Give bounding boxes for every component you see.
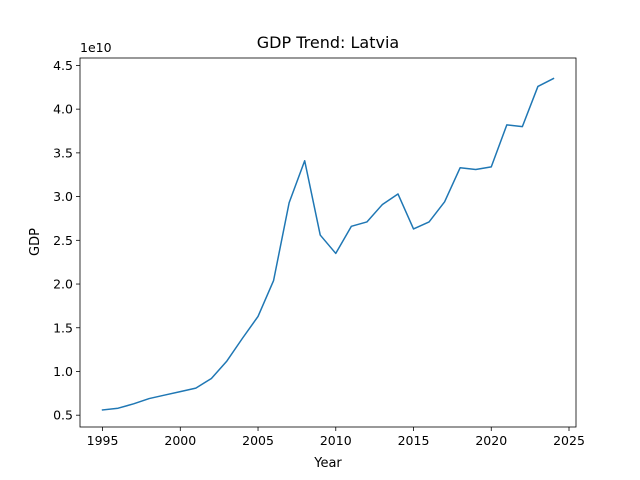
y-tick-label: 0.5	[53, 408, 73, 423]
y-tick-label: 1.0	[53, 364, 73, 379]
axes-frame	[79, 57, 577, 428]
y-axis-offset-label: 1e10	[80, 40, 112, 55]
x-tick-label: 2015	[398, 433, 430, 448]
y-axis: 0.5 1.0 1.5 2.0 2.5 3.0 3.5 4.0 4.5	[53, 58, 80, 423]
x-tick-label: 2020	[475, 433, 507, 448]
y-tick-label: 2.0	[53, 277, 73, 292]
x-tick-label: 2005	[242, 433, 274, 448]
plot-area	[79, 57, 577, 428]
x-tick-label: 1995	[87, 433, 119, 448]
y-tick-label: 2.5	[53, 233, 73, 248]
y-tick-label: 3.5	[53, 145, 73, 160]
series-line	[101, 77, 555, 411]
x-axis-label: Year	[313, 456, 342, 471]
y-tick-label: 3.0	[53, 189, 73, 204]
chart-title: GDP Trend: Latvia	[257, 33, 399, 52]
x-tick-label: 2000	[164, 433, 196, 448]
y-tick-label: 1.5	[53, 320, 73, 335]
x-axis: 1995 2000 2005 2010 2015 2020 2025	[87, 427, 585, 448]
y-tick-label: 4.0	[53, 102, 73, 117]
y-tick-label: 4.5	[53, 58, 73, 73]
x-tick-label: 2025	[553, 433, 585, 448]
y-axis-label: GDP	[28, 228, 43, 256]
x-tick-label: 2010	[320, 433, 352, 448]
